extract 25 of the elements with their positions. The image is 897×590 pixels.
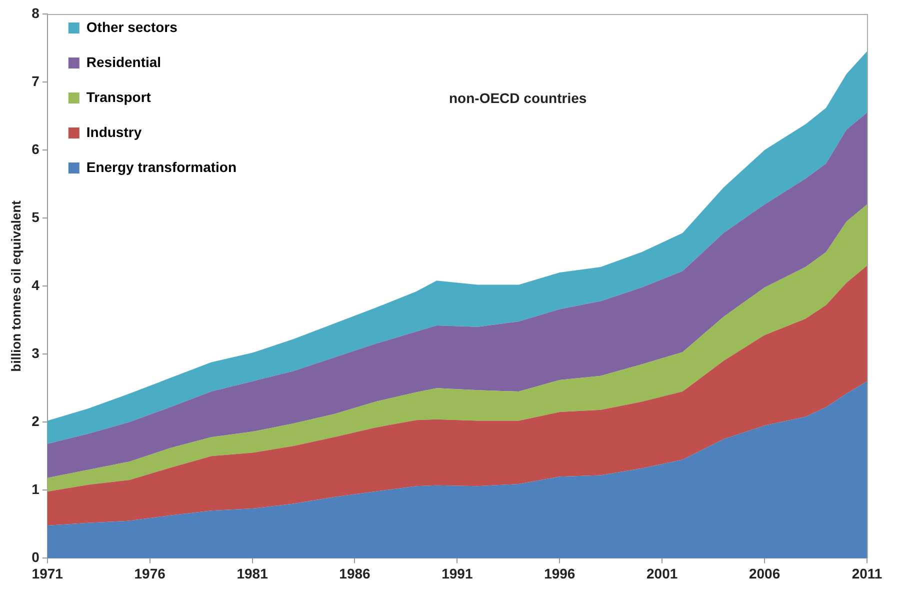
x-tick-label: 2001 bbox=[646, 565, 678, 582]
legend-label: Other sectors bbox=[86, 18, 178, 35]
y-tick-label: 7 bbox=[32, 72, 40, 89]
x-tick-label: 1981 bbox=[236, 565, 268, 582]
legend-label: Residential bbox=[86, 54, 162, 70]
legend-label: Energy transformation bbox=[86, 158, 237, 175]
x-tick-label: 2011 bbox=[852, 565, 882, 582]
y-tick-label: 0 bbox=[32, 549, 40, 566]
x-tick-label: 1976 bbox=[134, 565, 166, 582]
x-tick-label: 1996 bbox=[544, 565, 576, 582]
legend-label: Industry bbox=[86, 124, 142, 140]
y-tick-label: 8 bbox=[32, 4, 40, 21]
y-axis-title: billion tonnes oil equivalent bbox=[8, 200, 24, 372]
y-tick-label: 1 bbox=[32, 481, 40, 498]
y-tick-label: 4 bbox=[32, 276, 40, 293]
y-tick-label: 5 bbox=[32, 208, 40, 225]
y-tick-label: 6 bbox=[32, 140, 40, 157]
y-tick-label: 2 bbox=[32, 413, 40, 430]
legend-label: Transport bbox=[86, 88, 152, 105]
x-tick-label: 1991 bbox=[442, 565, 473, 582]
annotation: non-OECD countries bbox=[448, 90, 587, 106]
x-tick-label: 2006 bbox=[748, 565, 780, 582]
y-tick-label: 3 bbox=[32, 344, 40, 361]
x-tick-label: 1986 bbox=[339, 565, 371, 582]
x-tick-label: 1971 bbox=[32, 565, 64, 582]
